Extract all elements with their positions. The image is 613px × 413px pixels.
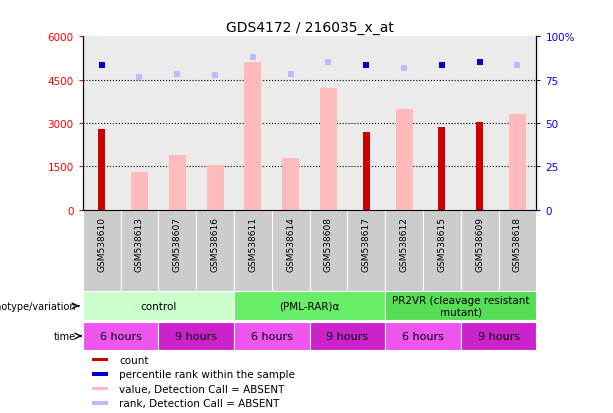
Bar: [121, 210, 158, 291]
Bar: [363, 133, 370, 210]
Text: 6 hours: 6 hours: [402, 331, 444, 341]
Bar: [92, 401, 108, 405]
Text: GSM538618: GSM538618: [513, 217, 522, 272]
Bar: [272, 210, 310, 291]
Bar: [83, 37, 121, 210]
Bar: [310, 322, 385, 351]
Text: GSM538613: GSM538613: [135, 217, 144, 272]
Bar: [169, 155, 186, 210]
Bar: [476, 122, 483, 210]
Text: GSM538611: GSM538611: [248, 217, 257, 272]
Bar: [498, 210, 536, 291]
Bar: [92, 358, 108, 361]
Bar: [310, 37, 348, 210]
Bar: [158, 37, 196, 210]
Bar: [83, 322, 158, 351]
Bar: [121, 37, 158, 210]
Bar: [234, 322, 310, 351]
Bar: [92, 387, 108, 390]
Bar: [158, 210, 196, 291]
Bar: [207, 166, 224, 210]
Bar: [98, 130, 105, 210]
Text: genotype/variation: genotype/variation: [0, 301, 76, 311]
Text: 9 hours: 9 hours: [175, 331, 217, 341]
Bar: [395, 109, 413, 210]
Text: GSM538607: GSM538607: [173, 217, 182, 272]
Text: 9 hours: 9 hours: [478, 331, 520, 341]
Bar: [310, 210, 348, 291]
Bar: [461, 37, 498, 210]
Bar: [385, 322, 461, 351]
Text: count: count: [119, 355, 148, 365]
Bar: [438, 128, 445, 210]
Bar: [385, 292, 536, 320]
Bar: [196, 210, 234, 291]
Bar: [423, 210, 461, 291]
Bar: [92, 373, 108, 376]
Bar: [385, 37, 423, 210]
Text: rank, Detection Call = ABSENT: rank, Detection Call = ABSENT: [119, 398, 280, 408]
Bar: [461, 322, 536, 351]
Text: GSM538616: GSM538616: [210, 217, 219, 272]
Text: GSM538609: GSM538609: [475, 217, 484, 272]
Bar: [83, 292, 234, 320]
Bar: [423, 37, 461, 210]
Text: value, Detection Call = ABSENT: value, Detection Call = ABSENT: [119, 384, 284, 394]
Bar: [348, 37, 385, 210]
Bar: [234, 210, 272, 291]
Bar: [320, 89, 337, 210]
Title: GDS4172 / 216035_x_at: GDS4172 / 216035_x_at: [226, 21, 394, 35]
Bar: [461, 210, 498, 291]
Bar: [348, 210, 385, 291]
Text: GSM538617: GSM538617: [362, 217, 371, 272]
Text: 6 hours: 6 hours: [100, 331, 142, 341]
Bar: [272, 37, 310, 210]
Bar: [131, 173, 148, 210]
Bar: [83, 210, 121, 291]
Text: percentile rank within the sample: percentile rank within the sample: [119, 369, 295, 379]
Text: control: control: [140, 301, 177, 311]
Text: GSM538614: GSM538614: [286, 217, 295, 271]
Bar: [245, 63, 261, 210]
Bar: [158, 322, 234, 351]
Bar: [282, 158, 299, 210]
Text: 6 hours: 6 hours: [251, 331, 292, 341]
Bar: [234, 37, 272, 210]
Bar: [509, 115, 526, 210]
Text: GSM538615: GSM538615: [437, 217, 446, 272]
Text: time: time: [54, 331, 76, 341]
Bar: [234, 292, 385, 320]
Bar: [385, 210, 423, 291]
Text: GSM538612: GSM538612: [400, 217, 409, 271]
Text: GSM538610: GSM538610: [97, 217, 106, 272]
Text: PR2VR (cleavage resistant
mutant): PR2VR (cleavage resistant mutant): [392, 295, 530, 317]
Text: GSM538608: GSM538608: [324, 217, 333, 272]
Text: 9 hours: 9 hours: [326, 331, 368, 341]
Bar: [196, 37, 234, 210]
Text: (PML-RAR)α: (PML-RAR)α: [280, 301, 340, 311]
Bar: [498, 37, 536, 210]
